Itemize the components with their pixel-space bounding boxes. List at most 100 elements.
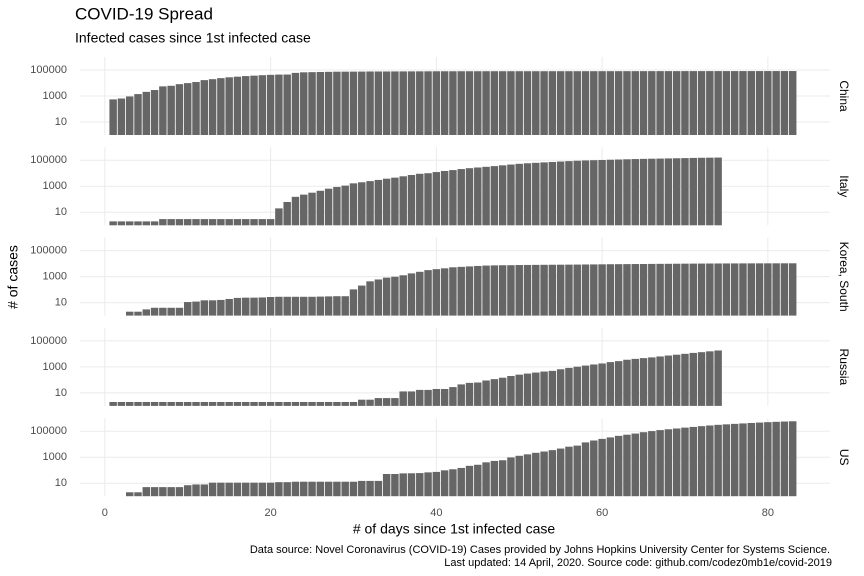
bar [416, 271, 424, 316]
bar [208, 401, 217, 406]
bar [266, 482, 275, 497]
bar [565, 264, 573, 316]
bar [349, 481, 358, 497]
bar [664, 158, 673, 226]
bar [482, 462, 490, 497]
bar [598, 71, 606, 135]
bar [457, 71, 465, 135]
bar [225, 219, 233, 226]
bar [465, 168, 474, 226]
bar [722, 71, 731, 135]
bar [324, 71, 333, 135]
bar [333, 186, 341, 226]
bar [142, 91, 151, 135]
bar [689, 157, 697, 226]
bar [142, 221, 151, 226]
bar [507, 71, 515, 135]
bar [275, 296, 283, 316]
bar [291, 196, 300, 226]
facet-label: Russia [837, 349, 851, 386]
bar [432, 71, 441, 135]
bar [581, 365, 590, 406]
bar [159, 219, 167, 226]
bar [672, 71, 681, 135]
bar [125, 492, 134, 497]
bar [225, 401, 233, 406]
bar [109, 99, 117, 135]
bar [391, 398, 399, 406]
bar [474, 265, 482, 316]
bar [192, 301, 200, 316]
bar [714, 157, 722, 226]
bar [167, 85, 175, 135]
bar [656, 263, 664, 316]
bar [490, 166, 499, 226]
bar [225, 298, 233, 316]
bar [722, 424, 731, 497]
bar [283, 201, 291, 226]
bar [490, 71, 499, 135]
bar [300, 194, 308, 226]
bar [457, 384, 465, 406]
y-tick-label: 1000 [43, 180, 67, 192]
x-axis-label: # of days since 1st infected case [353, 521, 556, 537]
chart-subtitle: Infected cases since 1st infected case [75, 30, 311, 46]
bar [739, 423, 747, 497]
bar [167, 219, 175, 226]
y-tick-label: 10 [55, 297, 67, 309]
bar [374, 279, 383, 316]
bar [399, 275, 407, 316]
bar [424, 173, 432, 226]
bar [532, 372, 540, 406]
bar [291, 72, 300, 135]
chart-title: COVID-19 Spread [75, 4, 213, 23]
bar [250, 401, 258, 406]
bar [324, 188, 333, 226]
bar [581, 160, 590, 226]
bar [150, 307, 159, 316]
bar [706, 263, 714, 316]
bar [358, 71, 366, 135]
bar [142, 487, 151, 497]
bar [250, 75, 258, 135]
bar [532, 71, 540, 135]
bar [515, 374, 523, 406]
bar [399, 71, 407, 135]
bar [125, 401, 134, 406]
bar [159, 86, 167, 135]
bar [233, 297, 242, 316]
bar [747, 263, 755, 316]
bar [242, 297, 250, 316]
bar [498, 265, 507, 316]
bar [134, 94, 142, 135]
bar [565, 161, 573, 226]
bar [432, 388, 441, 406]
bar [573, 366, 581, 406]
bar [755, 263, 764, 316]
bar [697, 352, 706, 406]
bar [681, 158, 689, 226]
bar [482, 380, 490, 406]
bar [233, 219, 242, 226]
bar [449, 387, 457, 406]
bar [474, 167, 482, 226]
bar [440, 388, 449, 406]
bar [266, 401, 275, 406]
bar [117, 98, 126, 135]
bar [772, 263, 780, 316]
bar [233, 76, 242, 135]
bar [341, 71, 349, 135]
bar [200, 484, 209, 497]
bar [333, 296, 341, 316]
bar [780, 421, 789, 497]
bar [175, 84, 184, 135]
bar [614, 159, 623, 226]
bar [308, 192, 316, 226]
bar [167, 401, 175, 406]
bar [250, 297, 258, 316]
bar [780, 71, 789, 135]
bar [614, 264, 623, 316]
bar [266, 74, 275, 135]
bar [772, 421, 780, 497]
